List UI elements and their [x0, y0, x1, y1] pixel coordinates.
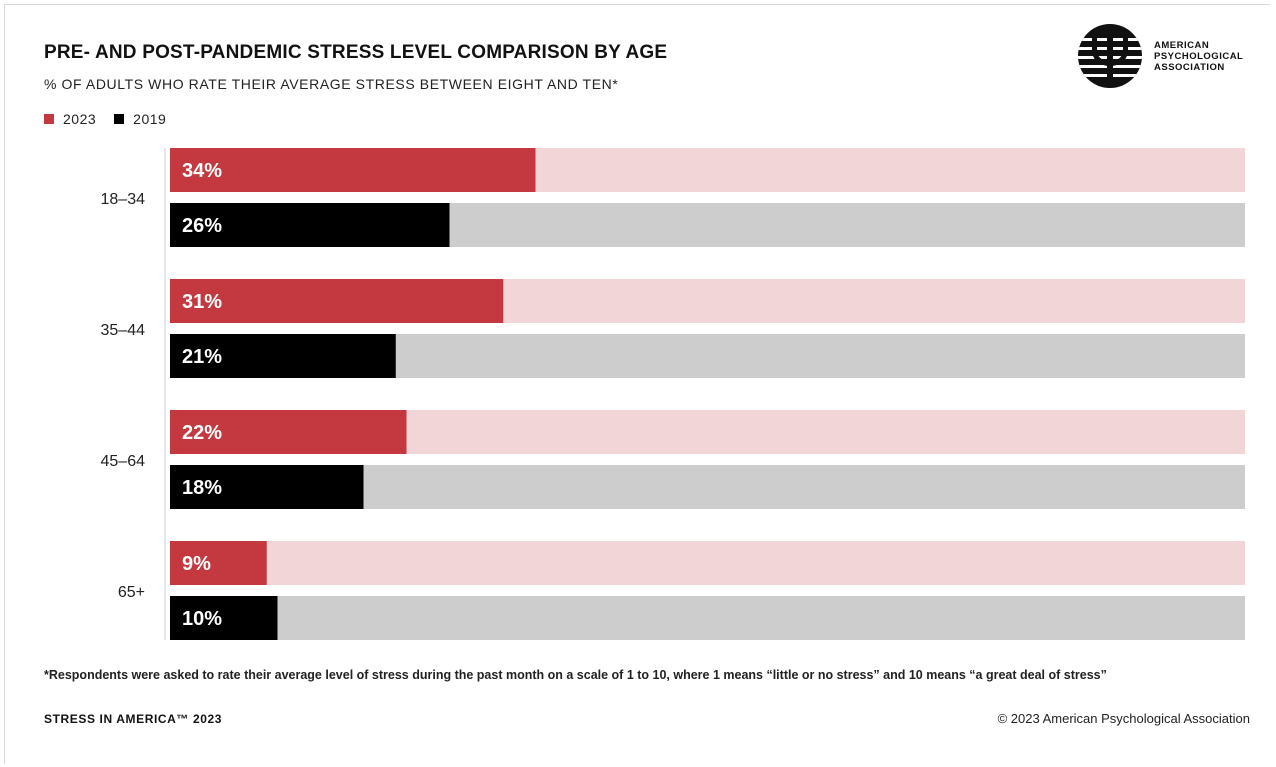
footer-source: STRESS IN AMERICA™ 2023 [44, 712, 223, 726]
data-label: 18% [182, 477, 222, 499]
data-label: 22% [182, 422, 222, 444]
data-label: 10% [182, 608, 222, 630]
bar-2019 [170, 465, 364, 509]
bar-2023 [170, 148, 536, 192]
chart-frame [4, 4, 1270, 764]
bar-2023 [170, 541, 267, 585]
legend-swatch-2023 [44, 114, 54, 124]
bar-track [170, 596, 1245, 640]
data-label: 9% [182, 553, 211, 575]
category-label: 35–44 [101, 322, 146, 339]
bar-2023 [170, 279, 504, 323]
psi-seal-icon [1078, 24, 1142, 88]
bar-track [170, 541, 1245, 585]
category-label: 18–34 [101, 191, 146, 208]
bar-2019 [170, 596, 278, 640]
chart-title: PRE- AND POST-PANDEMIC STRESS LEVEL COMP… [44, 42, 668, 63]
bar-2019 [170, 203, 450, 247]
data-label: 26% [182, 215, 222, 237]
data-label: 31% [182, 291, 222, 313]
legend-item-2023: 2023 [44, 111, 96, 127]
bar-2019 [170, 334, 396, 378]
footer-copyright: © 2023 American Psychological Associatio… [997, 711, 1250, 726]
legend-label-2023: 2023 [63, 111, 97, 127]
footnote: *Respondents were asked to rate their av… [44, 668, 1107, 682]
apa-logo: AMERICAN PSYCHOLOGICAL ASSOCIATION [1076, 22, 1264, 90]
category-label: 65+ [118, 584, 145, 601]
apa-logo-text: AMERICAN PSYCHOLOGICAL ASSOCIATION [1154, 40, 1264, 73]
legend-label-2019: 2019 [133, 111, 167, 127]
data-label: 34% [182, 160, 222, 182]
logo-line: PSYCHOLOGICAL [1154, 50, 1244, 62]
logo-line: ASSOCIATION [1154, 61, 1225, 73]
data-label: 21% [182, 346, 222, 368]
legend-item-2019: 2019 [114, 111, 166, 127]
logo-line: AMERICAN [1154, 39, 1210, 51]
chart-subtitle: % OF ADULTS WHO RATE THEIR AVERAGE STRES… [44, 76, 619, 92]
bar-2023 [170, 410, 407, 454]
category-label: 45–64 [101, 453, 146, 470]
legend: 2023 2019 [44, 111, 166, 127]
legend-swatch-2019 [114, 114, 125, 124]
